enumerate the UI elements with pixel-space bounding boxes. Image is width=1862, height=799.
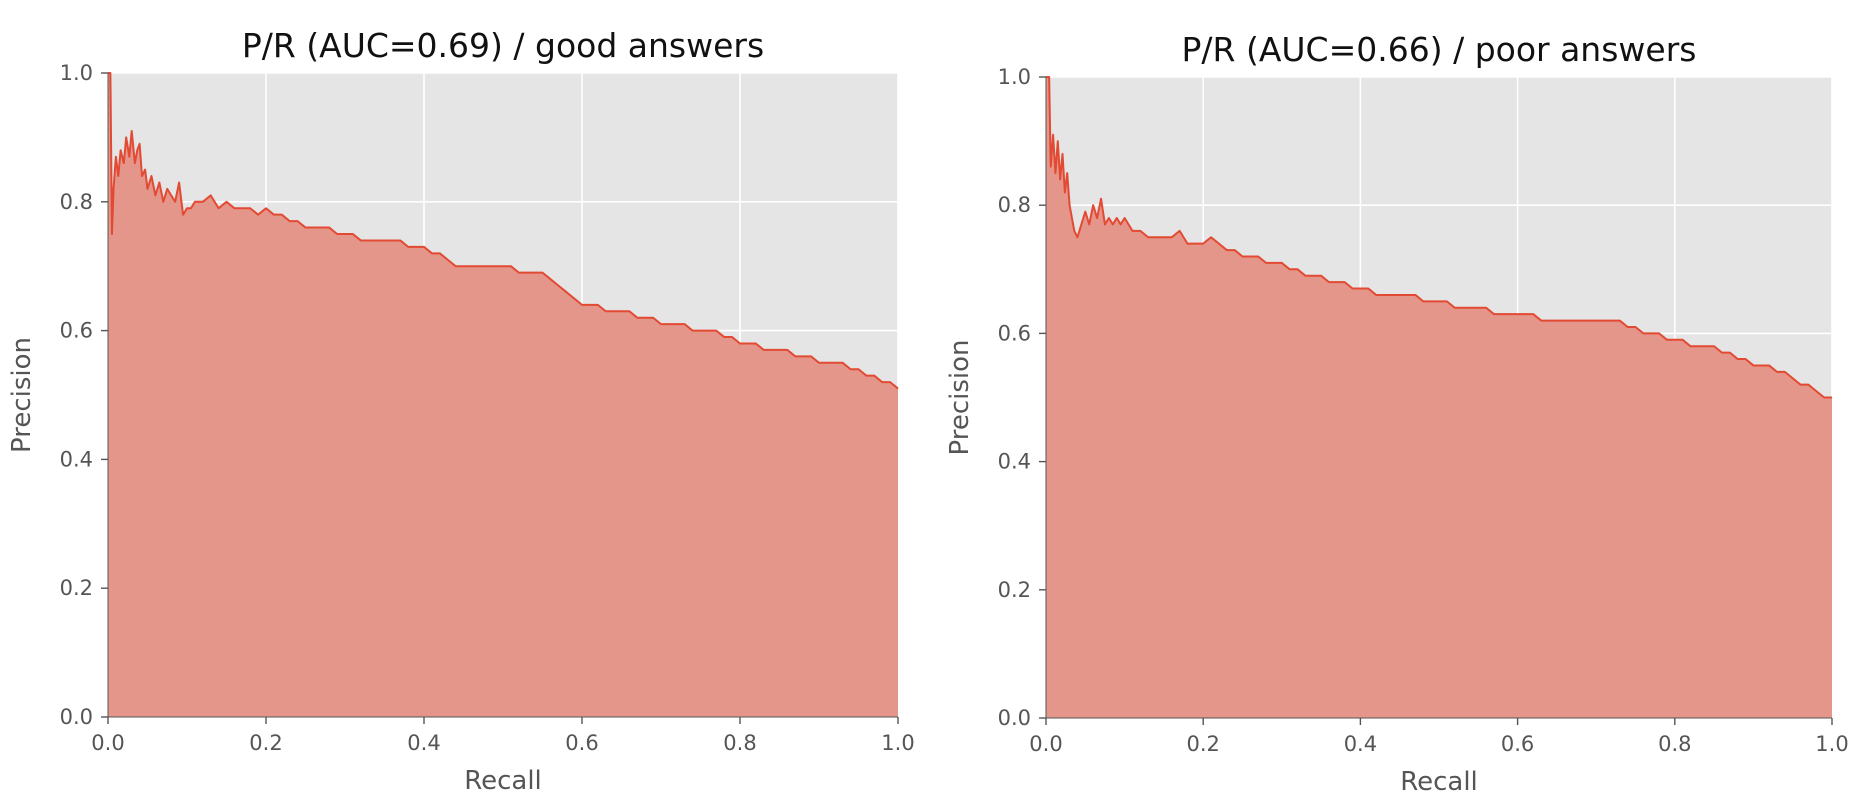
pr-area-fill: [108, 73, 898, 717]
x-tick-label: 0.6: [565, 731, 598, 755]
x-tick-label: 0.4: [407, 731, 440, 755]
y-tick-label: 0.4: [60, 447, 93, 471]
y-tick-label: 0.2: [998, 578, 1031, 602]
y-tick-label: 0.0: [998, 706, 1031, 730]
x-tick-label: 0.4: [1344, 732, 1377, 756]
y-tick-label: 0.0: [60, 705, 93, 729]
y-tick-label: 1.0: [60, 61, 93, 85]
chart-title: P/R (AUC=0.69) / good answers: [242, 26, 764, 65]
chart-panel-2: 0.0 0.2 0.4 0.6 0.8 1.0 0.0 0.2 0.4 0.6 0.8 1.0 P/R …: [945, 30, 1849, 797]
pr-area-fill: [1046, 77, 1832, 718]
x-tick-label: 0.0: [91, 731, 124, 755]
y-tick-label: 0.2: [60, 576, 93, 600]
x-tick-label: 0.0: [1029, 732, 1062, 756]
y-tick-label: 1.0: [998, 65, 1031, 89]
x-tick-label: 1.0: [881, 731, 914, 755]
x-tick-label: 0.8: [723, 731, 756, 755]
x-tick-label: 0.2: [1186, 732, 1219, 756]
x-tick-label: 0.6: [1501, 732, 1534, 756]
y-tick-label: 0.6: [60, 319, 93, 343]
chart-title: P/R (AUC=0.66) / poor answers: [1182, 30, 1697, 69]
pr-curve-line: [108, 72, 899, 390]
x-tick-label: 1.0: [1815, 732, 1848, 756]
x-tick-label: 0.8: [1658, 732, 1691, 756]
x-axis-label: Recall: [1400, 767, 1478, 795]
y-tick-label: 0.6: [998, 321, 1031, 345]
y-axis-label: Precision: [7, 337, 37, 453]
chart-panel-1: 0.0 0.2 0.4 0.6 0.8 1.0 0.0 0.2 0.4 0.6 0.8 1.0 P/R …: [7, 26, 915, 796]
y-tick-label: 0.4: [998, 450, 1031, 474]
x-tick-label: 0.2: [249, 731, 282, 755]
pr-curve-line: [1046, 76, 1832, 399]
x-axis-label: Recall: [464, 766, 542, 795]
y-tick-label: 0.8: [60, 190, 93, 214]
y-axis-label: Precision: [945, 339, 975, 455]
y-tick-label: 0.8: [998, 193, 1031, 217]
